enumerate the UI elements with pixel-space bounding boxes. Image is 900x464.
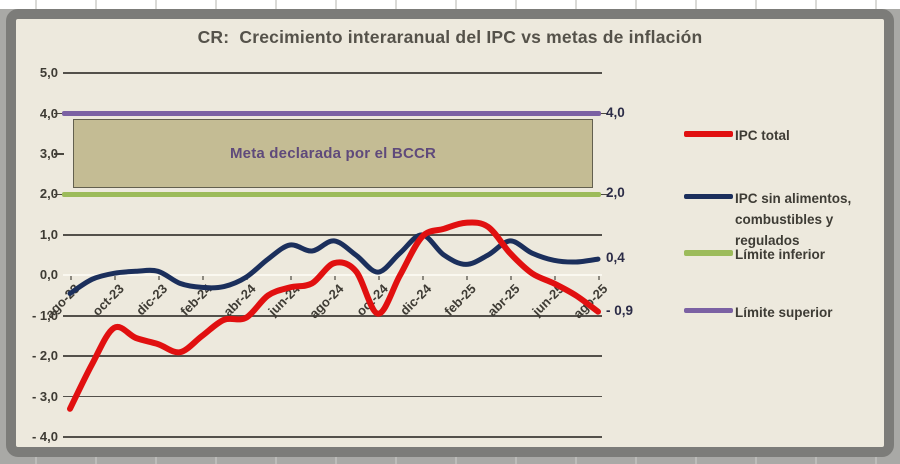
axis-minor-tick [158, 276, 160, 281]
y-axis-label: - 2,0 [31, 348, 58, 364]
y-axis-label: - 1,0 [31, 307, 58, 323]
gridline [63, 234, 602, 236]
spreadsheet-cells-top [0, 0, 900, 9]
legend-swatch [684, 250, 733, 256]
axis-tick [598, 112, 608, 115]
legend-swatch [684, 131, 733, 137]
legend-item: Límite inferior [684, 244, 825, 265]
axis-tick [54, 193, 64, 196]
axis-minor-tick [466, 276, 468, 281]
legend-label: IPC total [735, 128, 790, 143]
y-axis-label: 5,0 [39, 65, 58, 81]
legend-item: Límite superior [684, 302, 833, 323]
axis-minor-tick [554, 276, 556, 281]
y-axis-label: 3,0 [39, 145, 58, 161]
y-axis-label: 0,0 [39, 267, 58, 283]
y-axis-label: 1,0 [39, 226, 58, 242]
category-axis-line [63, 274, 602, 277]
legend-label: IPC sin alimentos, combustibles y regulad… [735, 191, 852, 248]
gridline [63, 72, 602, 74]
axis-minor-tick [246, 276, 248, 281]
axis-tick [54, 112, 64, 115]
axis-tick [54, 153, 64, 155]
spreadsheet-cells-bottom [0, 457, 900, 464]
axis-minor-tick [378, 276, 380, 281]
meta-annotation-box: Meta declarada por el BCCR [73, 119, 593, 188]
y-axis-label: 4,0 [39, 105, 58, 121]
y-axis-label: 2,0 [39, 186, 58, 202]
gridline [63, 395, 602, 398]
gridline [63, 436, 602, 438]
legend-swatch [684, 308, 733, 313]
limite-superior-line [62, 111, 601, 116]
axis-minor-tick [202, 276, 204, 281]
axis-minor-tick [290, 276, 292, 281]
axis-minor-tick [510, 276, 512, 281]
legend-label: Límite inferior [735, 247, 826, 262]
gridline [63, 355, 602, 357]
legend-label: Límite superior [735, 305, 833, 320]
data-label: - 0,9 [606, 302, 634, 318]
y-axis-label: - 4,0 [31, 429, 58, 445]
chart-title: CR: Crecimiento interaranual del IPC vs … [197, 27, 703, 47]
y-axis-label: - 3,0 [31, 388, 58, 404]
data-label: 4,0 [606, 104, 625, 120]
limite-inferior-line [62, 191, 601, 197]
legend-item: IPC total [684, 125, 790, 146]
legend-item: IPC sin alimentos, combustibles y regulad… [684, 188, 900, 251]
data-label: 2,0 [606, 185, 625, 201]
meta-annotation-label: Meta declarada por el BCCR [229, 145, 437, 162]
axis-tick [598, 193, 608, 196]
legend-swatch [684, 194, 733, 199]
data-label: 0,4 [606, 250, 625, 266]
axis-minor-tick [114, 276, 116, 281]
